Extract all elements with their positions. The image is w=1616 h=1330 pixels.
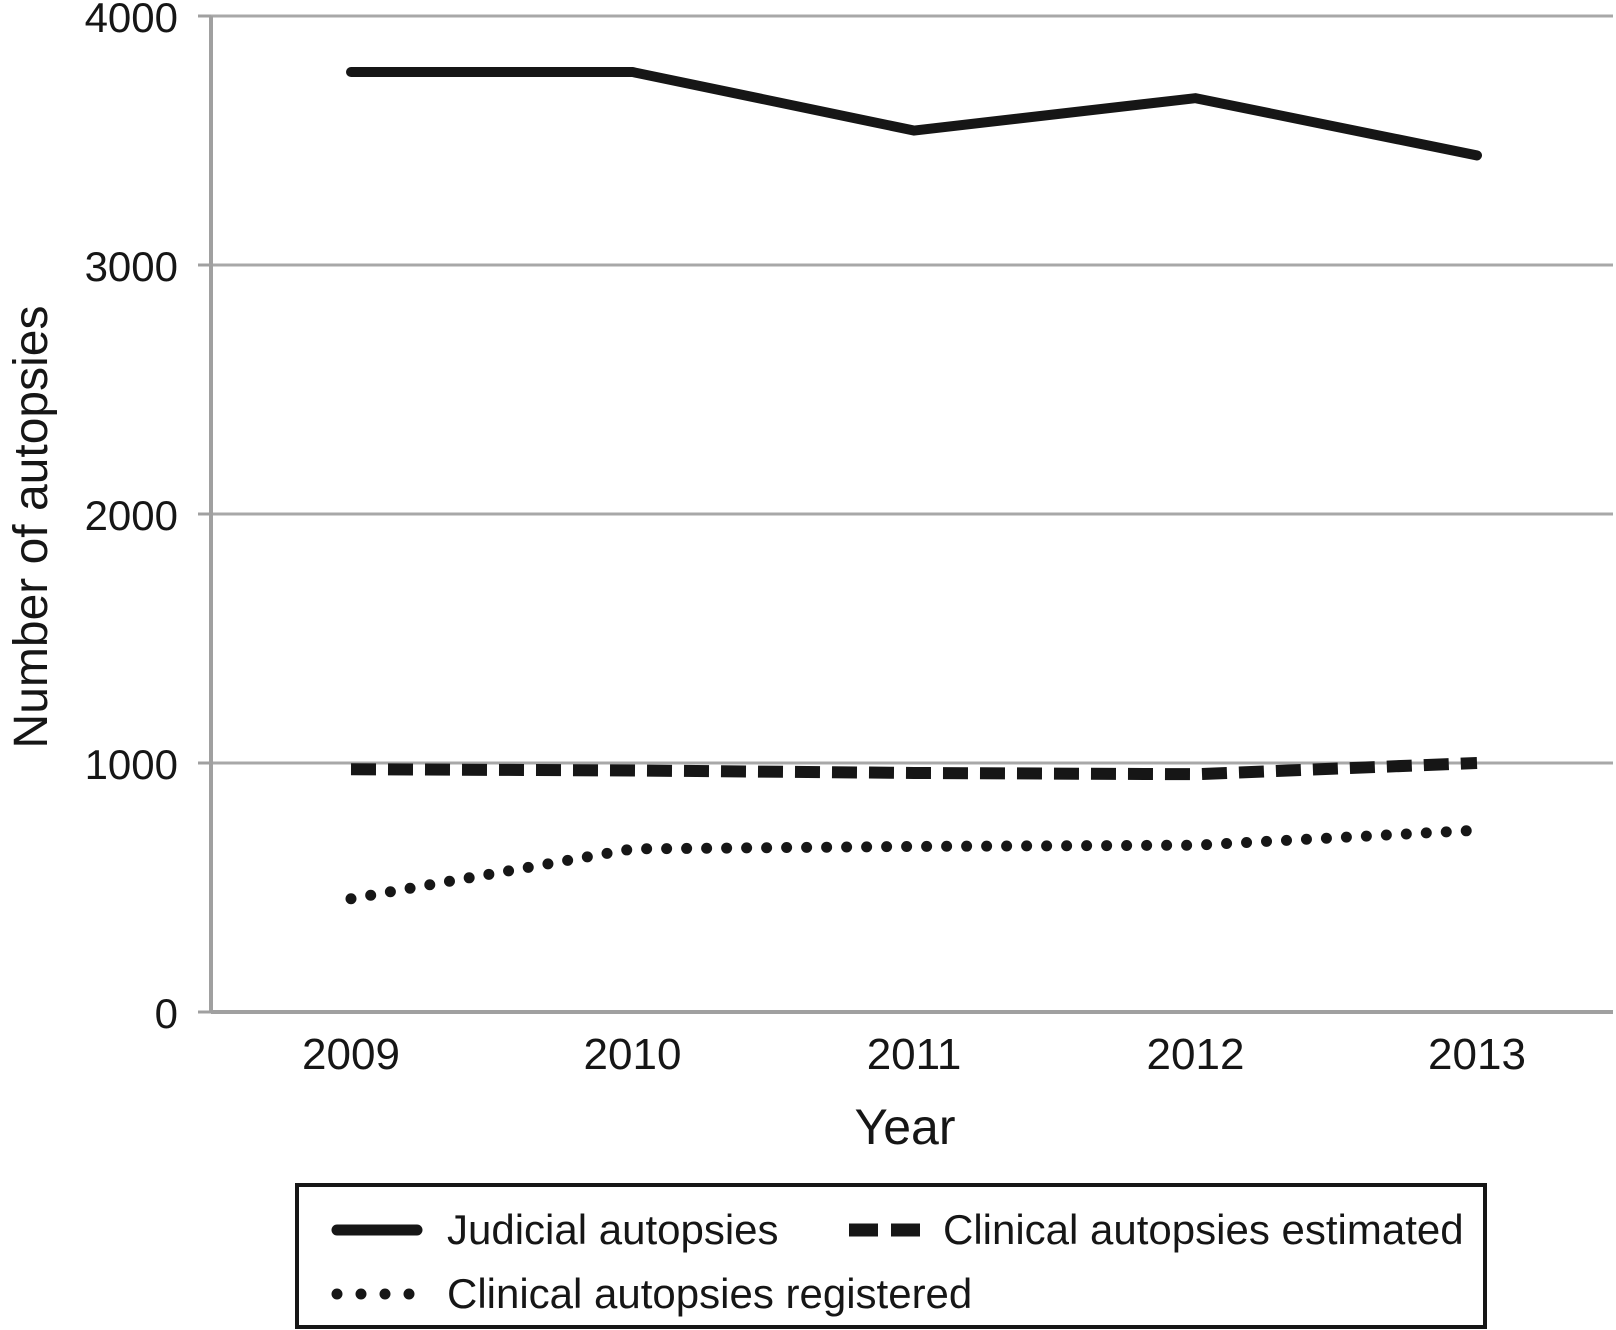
legend-row-2: Clinical autopsies registered [329,1265,1483,1323]
y-tick-label-0: 0 [154,990,178,1037]
x-tick-label-2011: 2011 [866,1030,962,1079]
x-axis-title: Year [854,1099,956,1155]
dashed-line-swatch [849,1223,921,1237]
x-tick-label-2010: 2010 [583,1030,682,1079]
legend-row-1: Judicial autopsies Clinical autopsies es… [329,1201,1483,1259]
legend-label-clinical-estimated: Clinical autopsies estimated [943,1206,1464,1253]
series-line-dotted [345,824,1483,905]
legend-item-clinical-estimated: Clinical autopsies estimated [849,1206,1464,1254]
series-line-dashed [350,757,1478,781]
series-line-solid [346,67,1482,161]
y-tick-label-1000: 1000 [84,741,178,788]
x-tick-label-2009: 2009 [302,1030,400,1079]
legend-label-judicial: Judicial autopsies [447,1206,779,1253]
y-tick-label-4000: 4000 [84,0,178,41]
legend-item-clinical-registered: Clinical autopsies registered [329,1270,972,1318]
x-tick-label-2013: 2013 [1428,1030,1526,1079]
solid-line-swatch [331,1224,423,1236]
y-tick-label-3000: 3000 [84,243,178,290]
legend-box: Judicial autopsies Clinical autopsies es… [295,1183,1487,1329]
legend-item-judicial-autopsies: Judicial autopsies [329,1206,849,1254]
y-axis-title: Number of autopsies [5,305,58,749]
x-tick-label-2012: 2012 [1146,1030,1245,1079]
y-tick-label-2000: 2000 [84,492,178,539]
dotted-line-swatch [331,1288,423,1300]
legend-label-clinical-registered: Clinical autopsies registered [447,1270,973,1317]
